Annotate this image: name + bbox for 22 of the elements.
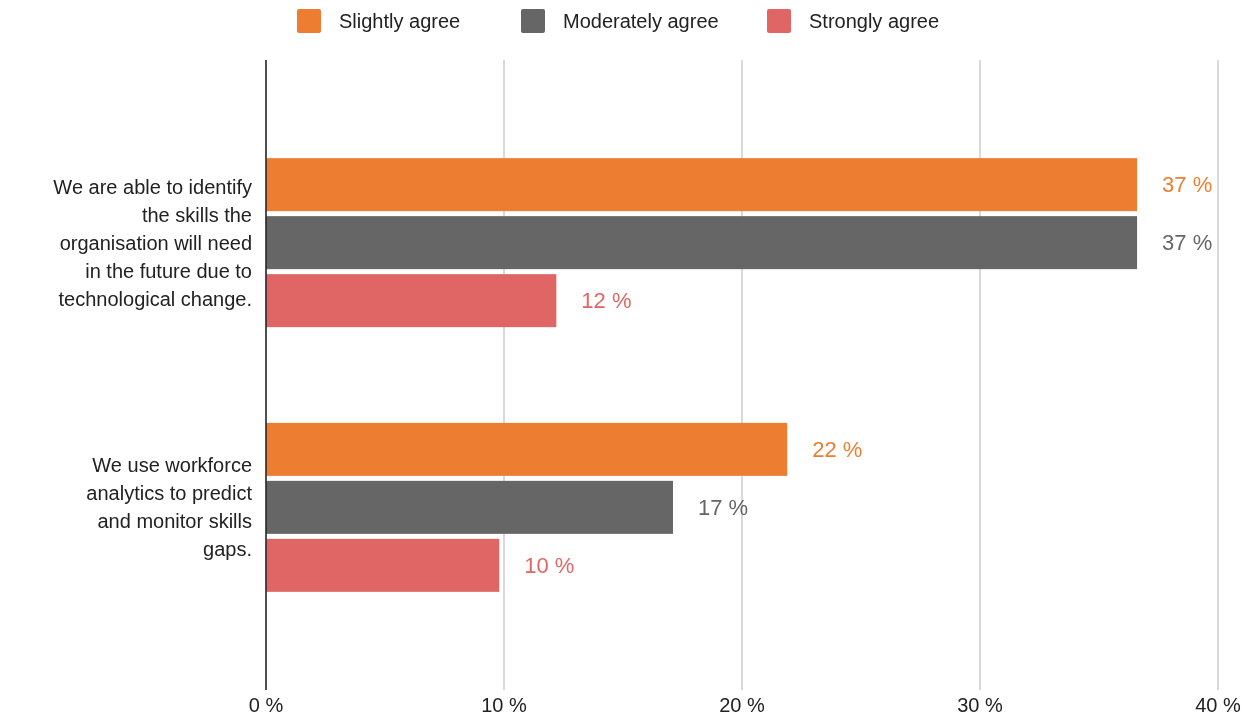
data-label: 10 % (524, 553, 575, 579)
x-tick-label: 20 % (719, 694, 766, 716)
bar (266, 274, 557, 328)
y-tick-label: We use workforce analytics to predict and monitor skills gaps. (86, 454, 253, 561)
data-label: 22 % (812, 437, 863, 463)
legend-label: Slightly agree (339, 10, 461, 32)
bar (266, 538, 500, 592)
data-label: 17 % (697, 495, 749, 521)
data-label: 37 % (1162, 230, 1213, 256)
data-label: 12 % (581, 288, 632, 314)
legend-label: Moderately agree (563, 10, 719, 32)
data-label: 37 % (1162, 172, 1213, 198)
x-tick-label: 10 % (481, 694, 528, 716)
y-tick-label: We are able to identify the skills the organisation will need in the future due to technological change. (53, 175, 252, 310)
bar (266, 158, 1138, 212)
legend-label: Strongly agree (809, 10, 940, 32)
x-tick-label: 30 % (957, 694, 1004, 716)
bar (266, 216, 1138, 270)
bar (266, 422, 788, 476)
bar (266, 480, 673, 534)
x-tick-label: 40 % (1195, 694, 1242, 716)
x-tick-label: 0 % (248, 694, 284, 716)
